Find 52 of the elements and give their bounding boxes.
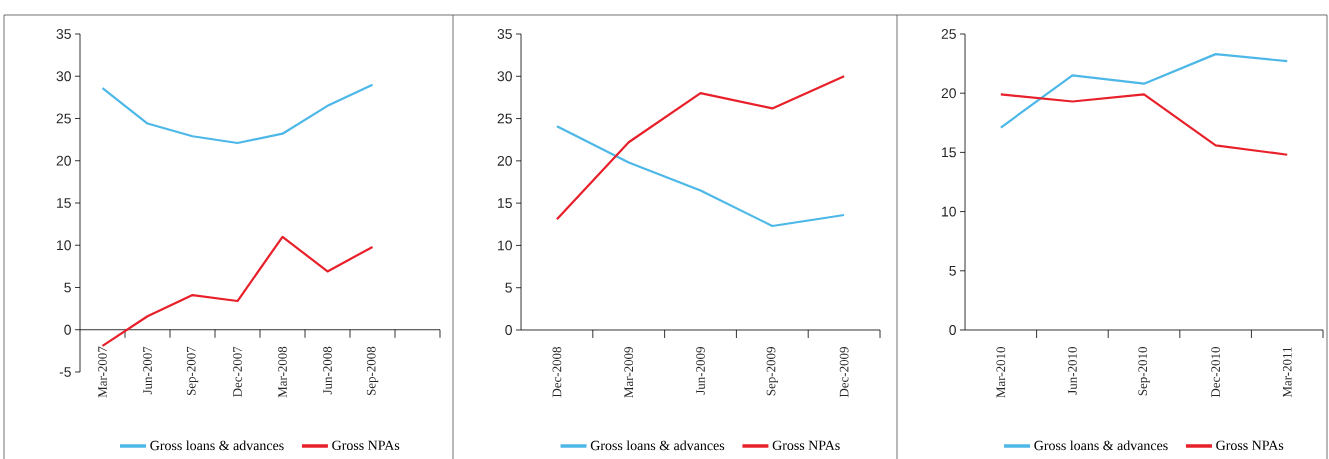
line-series <box>999 52 1289 129</box>
legend-label: Gross loans & advances <box>590 440 725 451</box>
legend-label: Gross NPAs <box>332 440 400 450</box>
y-tick-label: 5 <box>949 265 956 276</box>
y-tick-label: 10 <box>498 240 512 251</box>
y-tick-label: 15 <box>942 147 956 158</box>
y-tick-label: 0 <box>64 324 71 335</box>
y-tick-label: 15 <box>57 197 71 208</box>
y-tick-label: 30 <box>56 71 71 81</box>
y-tick-label: 5 <box>64 282 71 293</box>
legend-label: Gross loans & advances <box>1034 440 1168 451</box>
legend-label: Gross loans & advances <box>150 440 284 451</box>
x-tick-label: Mar-2008 <box>278 346 287 398</box>
y-tick-label: 25 <box>497 113 512 124</box>
y-tick-label: 25 <box>941 28 956 39</box>
y-tick-label: 20 <box>56 155 71 166</box>
line-series <box>101 235 374 347</box>
x-tick-label: Jun-2007 <box>143 346 152 395</box>
x-tick-label: Dec-2010 <box>1211 346 1220 398</box>
x-tick-label: Dec-2008 <box>552 346 562 398</box>
y-tick-label: 35 <box>56 28 71 39</box>
y-tick-label: 10 <box>942 206 956 217</box>
x-tick-label: Dec-2007 <box>233 346 242 397</box>
y-tick-label: 0 <box>949 324 956 335</box>
y-tick-label: 15 <box>498 198 512 208</box>
line-series <box>555 74 846 221</box>
y-tick-label: 20 <box>497 155 512 166</box>
x-tick-label: Sep-2007 <box>186 346 199 395</box>
x-tick-label: Mar-2007 <box>98 346 107 398</box>
x-tick-label: Sep-2008 <box>366 346 379 395</box>
line-series <box>999 93 1289 156</box>
x-tick-label: Jun-2010 <box>1068 346 1077 395</box>
x-tick-label: Dec-2009 <box>839 346 849 398</box>
y-tick-label: 10 <box>57 240 71 250</box>
legend-label: Gross NPAs <box>1216 440 1284 450</box>
x-tick-label: Jun-2008 <box>323 346 332 395</box>
y-tick-label: 30 <box>497 71 512 82</box>
y-tick-label: 5 <box>505 282 512 293</box>
y-tick-label: 20 <box>941 88 956 98</box>
x-tick-label: Mar-2009 <box>624 346 634 398</box>
y-tick-label: 35 <box>497 28 512 39</box>
x-tick-label: Sep-2009 <box>766 346 778 396</box>
x-tick-label: Mar-2011 <box>1282 347 1292 397</box>
x-tick-label: Sep-2010 <box>1138 346 1150 396</box>
y-tick-label: 25 <box>56 113 71 124</box>
x-tick-label: Mar-2010 <box>996 346 1006 398</box>
line-series <box>101 83 374 144</box>
x-tick-label: Jun-2009 <box>696 346 705 395</box>
line-series <box>555 124 846 227</box>
legend-label: Gross NPAs <box>772 440 840 450</box>
y-tick-label: -5 <box>59 366 71 377</box>
y-tick-label: 0 <box>505 324 512 335</box>
